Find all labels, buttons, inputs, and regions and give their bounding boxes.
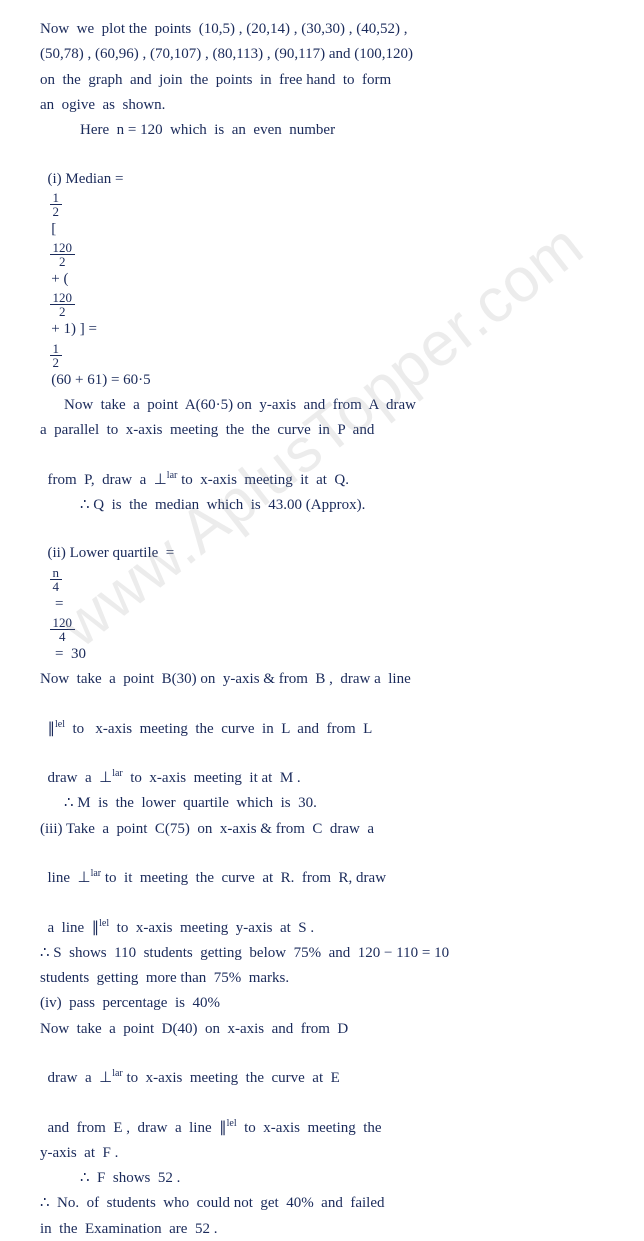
text-line: y-axis at F .	[40, 1142, 622, 1165]
text-line: on the graph and join the points in free…	[40, 69, 622, 92]
text-line: ∴ No. of students who could not get 40% …	[40, 1192, 622, 1215]
text-span: to x-axis meeting y-axis at S .	[109, 920, 314, 936]
text-line: a line ∥lel to x-axis meeting y-axis at …	[40, 892, 622, 940]
text-line: Here n = 120 which is an even number	[40, 119, 622, 142]
superscript: lel	[99, 918, 109, 929]
text-line: Now take a point B(30) on y-axis & from …	[40, 668, 622, 691]
text-line: ∴ F shows 52 .	[40, 1167, 622, 1190]
text-line: from P, draw a ⊥lar to x-axis meeting it…	[40, 444, 622, 492]
fraction-n-4: n4	[50, 566, 63, 593]
text-line: draw a ⊥lar to x-axis meeting it at M .	[40, 743, 622, 791]
text-span: from P, draw a ⊥	[48, 472, 167, 488]
text-span: to it meeting the curve at R. from R, dr…	[101, 870, 386, 886]
text-span: to x-axis meeting the curve at E	[123, 1070, 340, 1086]
text-line: (iv) pass percentage is 40%	[40, 992, 622, 1015]
text-span: (60 + 61) = 60·5	[48, 372, 151, 388]
text-line: ∴ M is the lower quartile which is 30.	[40, 792, 622, 815]
text-line: (50,78) , (60,96) , (70,107) , (80,113) …	[40, 43, 622, 66]
superscript: lar	[91, 868, 102, 879]
text-span: = 30	[48, 646, 86, 662]
text-span: + (	[48, 271, 69, 287]
text-span: to x-axis meeting the	[237, 1120, 382, 1136]
text-line: line ⊥lar to it meeting the curve at R. …	[40, 843, 622, 891]
text-span: (i) Median =	[48, 171, 128, 187]
text-span: draw a ⊥	[48, 770, 113, 786]
fraction-half: 12	[50, 191, 63, 218]
text-line: ∥lel to x-axis meeting the curve in L an…	[40, 693, 622, 741]
lower-quartile-line: (ii) Lower quartile = n4 = 1204 = 30	[40, 519, 622, 666]
text-span: =	[48, 596, 71, 612]
text-span: line ⊥	[48, 870, 91, 886]
text-line: in the Examination are 52 .	[40, 1218, 622, 1241]
superscript: lel	[227, 1118, 237, 1129]
text-line: Now take a point D(40) on x-axis and fro…	[40, 1018, 622, 1041]
text-span: + 1) ] =	[48, 321, 101, 337]
superscript: lar	[112, 768, 123, 779]
fraction-120-2: 1202	[50, 291, 76, 318]
text-line: ∴ S shows 110 students getting below 75%…	[40, 942, 622, 965]
superscript: lel	[55, 719, 65, 730]
text-span: and from E , draw a line ∥	[48, 1120, 227, 1136]
text-span: [	[48, 221, 61, 237]
superscript: lar	[167, 470, 178, 481]
text-line: a parallel to x-axis meeting the the cur…	[40, 419, 622, 442]
text-line: ∴ Q is the median which is 43.00 (Approx…	[40, 494, 622, 517]
text-line: Now take a point A(60·5) on y-axis and f…	[40, 394, 622, 417]
text-line: Now we plot the points (10,5) , (20,14) …	[40, 18, 622, 41]
text-span: draw a ⊥	[48, 1070, 113, 1086]
text-line: draw a ⊥lar to x-axis meeting the curve …	[40, 1043, 622, 1091]
text-line: and from E , draw a line ∥lel to x-axis …	[40, 1092, 622, 1140]
text-line: an ogive as shown.	[40, 94, 622, 117]
text-span: (ii) Lower quartile =	[48, 545, 182, 561]
text-span: ∥	[48, 721, 56, 737]
text-span: to x-axis meeting the curve in L and fro…	[65, 721, 372, 737]
text-line: students getting more than 75% marks.	[40, 967, 622, 990]
fraction-120-4: 1204	[50, 616, 76, 643]
text-line: (iii) Take a point C(75) on x-axis & fro…	[40, 818, 622, 841]
fraction-half: 12	[50, 342, 63, 369]
text-span: to x-axis meeting it at M .	[123, 770, 301, 786]
median-formula-line: (i) Median = 12 [ 1202 + ( 1202 + 1) ] =…	[40, 144, 622, 392]
superscript: lar	[112, 1068, 123, 1079]
text-span: to x-axis meeting it at Q.	[177, 472, 349, 488]
fraction-120-2: 1202	[50, 241, 76, 268]
text-span: a line ∥	[48, 920, 100, 936]
